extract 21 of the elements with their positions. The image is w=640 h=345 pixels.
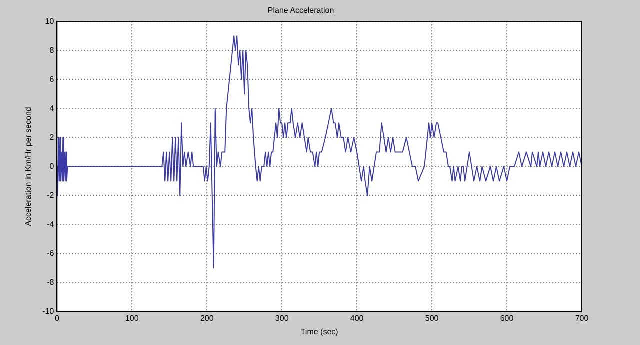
y-tick-label: -10 <box>42 307 55 316</box>
y-tick-label: 2 <box>50 132 55 142</box>
x-tick-label: 400 <box>350 314 364 323</box>
y-tick-label: 8 <box>50 46 55 55</box>
y-tick-label: 10 <box>45 16 55 26</box>
y-tick-label: -2 <box>47 190 55 200</box>
y-axis-title: Acceleration in Km/Hr per second <box>24 107 34 226</box>
x-tick-label: 700 <box>575 314 590 323</box>
x-axis-title: Time (sec) <box>300 327 339 336</box>
x-tick-label: 500 <box>425 314 440 323</box>
x-tick-label: 100 <box>125 314 140 323</box>
y-tick-label: -6 <box>47 248 55 258</box>
y-tick-label: 6 <box>50 74 55 84</box>
x-tick-label: 300 <box>275 314 290 323</box>
y-tick-label: 4 <box>50 104 55 113</box>
chart-title: Plane Acceleration <box>268 6 334 16</box>
y-tick-label: 0 <box>50 162 55 171</box>
y-tick-label: -8 <box>47 278 55 287</box>
y-tick-label: -4 <box>47 220 55 229</box>
x-tick-label: 200 <box>200 314 214 323</box>
x-tick-label: 600 <box>500 314 514 323</box>
